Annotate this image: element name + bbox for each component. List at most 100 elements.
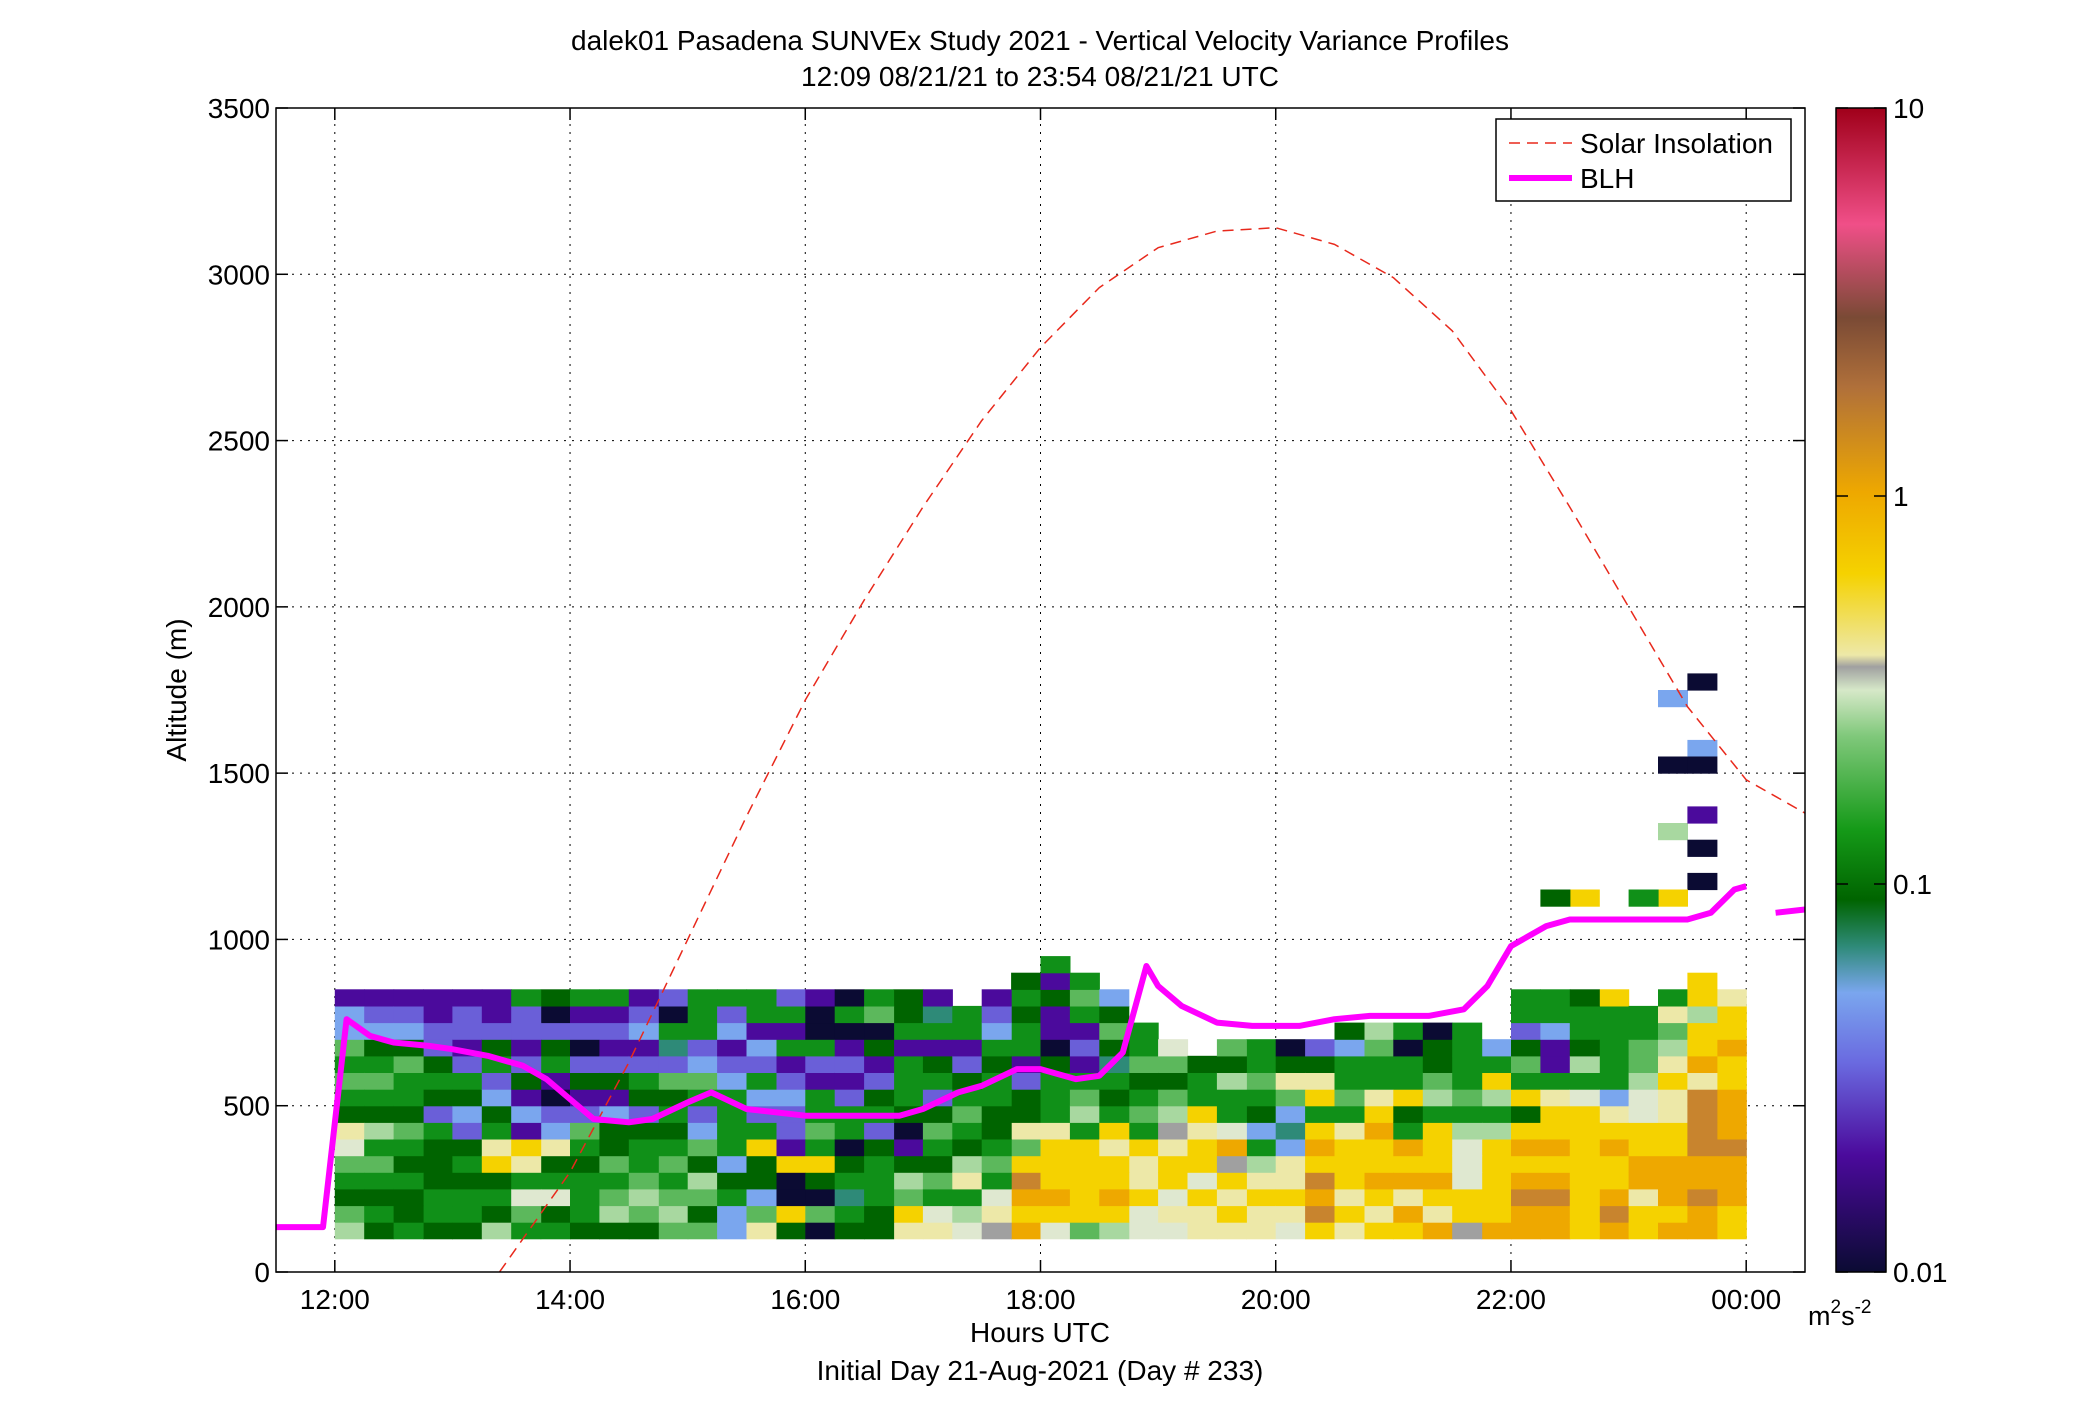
heatmap-cell — [570, 1122, 600, 1140]
heatmap-cell — [1393, 1089, 1424, 1107]
heatmap-cell — [981, 1122, 1012, 1140]
heatmap-cell — [1393, 1105, 1424, 1123]
heatmap-cell — [1216, 1172, 1247, 1190]
heatmap-cell — [687, 1172, 718, 1190]
heatmap-cell — [1099, 1022, 1130, 1040]
heatmap-cell — [393, 1155, 424, 1173]
heatmap-cell — [1011, 1022, 1042, 1040]
heatmap-cell — [1658, 823, 1688, 841]
heatmap-cell — [599, 1072, 630, 1090]
heatmap-cell — [658, 1072, 689, 1090]
heatmap-cell — [775, 1089, 806, 1107]
heatmap-cell — [1099, 1172, 1130, 1190]
heatmap-cell — [1246, 1188, 1277, 1207]
heatmap-cell — [1540, 1055, 1571, 1073]
heatmap-cell — [893, 989, 924, 1007]
heatmap-cell — [1246, 1072, 1277, 1090]
heatmap-cell — [540, 1222, 571, 1240]
heatmap-cell — [775, 1139, 806, 1157]
heatmap-cell — [1216, 1122, 1247, 1140]
heatmap-cell — [834, 1172, 865, 1190]
heatmap-cell — [1511, 1005, 1541, 1024]
heatmap-cell — [1128, 1039, 1159, 1057]
heatmap-cell — [864, 1205, 895, 1223]
heatmap-cell — [658, 1139, 689, 1157]
heatmap-cell — [511, 1022, 542, 1040]
heatmap-cell — [1128, 1188, 1159, 1207]
heatmap-cell — [481, 1039, 512, 1057]
heatmap-cell — [1216, 1039, 1247, 1057]
heatmap-cell — [1687, 1222, 1718, 1240]
heatmap-cell — [1599, 1155, 1630, 1173]
heatmap-cell — [1481, 1055, 1512, 1073]
heatmap-cell — [893, 1139, 924, 1157]
heatmap-cell — [1687, 673, 1718, 691]
heatmap-cell — [423, 1105, 453, 1123]
heatmap-cell — [481, 1222, 512, 1240]
heatmap-cell — [981, 1172, 1012, 1190]
heatmap-cell — [746, 1072, 777, 1090]
heatmap-cell — [746, 1005, 777, 1024]
heatmap-cell — [1187, 1172, 1218, 1190]
heatmap-cell — [981, 1022, 1012, 1040]
heatmap-cell — [511, 1005, 542, 1024]
heatmap-cell — [1040, 1172, 1071, 1190]
heatmap-cell — [1099, 1139, 1130, 1157]
heatmap-cell — [1011, 972, 1042, 990]
heatmap-cell — [1099, 1188, 1130, 1207]
heatmap-cell — [717, 1188, 748, 1207]
colorbar-tick-label: 0.1 — [1893, 869, 1932, 900]
heatmap-cell — [1011, 1139, 1042, 1157]
heatmap-cell — [1716, 1139, 1747, 1157]
heatmap-cell — [1040, 1188, 1071, 1207]
heatmap-cell — [1452, 1089, 1483, 1107]
heatmap-cell — [1187, 1205, 1218, 1223]
heatmap-cell — [628, 1188, 659, 1207]
heatmap-cell — [1363, 1105, 1394, 1123]
heatmap-cell — [540, 1105, 571, 1123]
heatmap-cell — [805, 1188, 836, 1207]
heatmap-cell — [1481, 1122, 1512, 1140]
colorbar-unit-sup2: -2 — [1855, 1297, 1872, 1318]
heatmap-cell — [746, 1188, 777, 1207]
heatmap-cell — [834, 1089, 865, 1107]
heatmap-cell — [1305, 1139, 1336, 1157]
heatmap-cell — [1716, 1155, 1747, 1173]
heatmap-cell — [717, 1122, 748, 1140]
heatmap-cell — [1128, 1172, 1159, 1190]
heatmap-cell — [1393, 1022, 1424, 1040]
heatmap-cell — [1452, 1155, 1483, 1173]
heatmap-cell — [628, 1155, 659, 1173]
heatmap-cell — [1246, 1222, 1277, 1240]
heatmap-cell — [570, 1188, 600, 1207]
heatmap-cell — [1540, 1205, 1571, 1223]
heatmap-cell — [658, 1055, 689, 1073]
heatmap-cell — [1128, 1139, 1159, 1157]
heatmap-cell — [805, 1139, 836, 1157]
heatmap-cell — [599, 1139, 630, 1157]
heatmap-cell — [775, 1072, 806, 1090]
heatmap-cell — [1569, 1089, 1600, 1107]
heatmap-cell — [1158, 1155, 1189, 1173]
heatmap-cell — [1628, 1089, 1659, 1107]
heatmap-cell — [1569, 1105, 1600, 1123]
heatmap-cell — [1452, 1055, 1483, 1073]
y-tick-label: 3500 — [208, 93, 270, 124]
heatmap-cell — [1658, 1105, 1688, 1123]
heatmap-cell — [481, 1155, 512, 1173]
heatmap-cell — [452, 1139, 483, 1157]
heatmap-cell — [570, 1055, 600, 1073]
heatmap-cell — [1128, 1105, 1159, 1123]
heatmap-cell — [423, 1139, 453, 1157]
chart-subtitle: 12:09 08/21/21 to 23:54 08/21/21 UTC — [801, 61, 1279, 92]
heatmap-cell — [1069, 972, 1100, 990]
heatmap-cell — [599, 1172, 630, 1190]
heatmap-cell — [1128, 1072, 1159, 1090]
heatmap-cell — [1099, 1089, 1130, 1107]
heatmap-cell — [1658, 1222, 1688, 1240]
heatmap-cell — [658, 989, 689, 1007]
heatmap-cell — [511, 1089, 542, 1107]
heatmap-cell — [1452, 1172, 1483, 1190]
heatmap-cell — [1628, 1105, 1659, 1123]
heatmap-cell — [1628, 1222, 1659, 1240]
